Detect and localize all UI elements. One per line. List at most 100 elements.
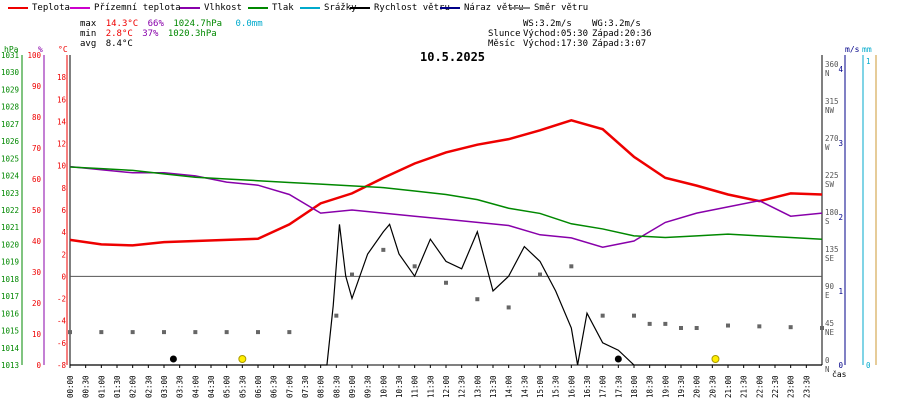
stat-min-label: min xyxy=(80,29,97,39)
legend-item: Rychlost větru xyxy=(350,3,450,15)
hpa-tick: 1020 xyxy=(1,240,20,249)
x-tick-label: 03:00 xyxy=(160,375,169,398)
hpa-tick: 1024 xyxy=(1,172,20,181)
legend-item: Srážky xyxy=(300,3,357,15)
stat-min-hum: 37% xyxy=(142,29,159,39)
legend-swatch xyxy=(180,6,200,9)
hpa-tick: 1019 xyxy=(1,258,19,267)
legend-label: Přízemní teplota xyxy=(94,3,181,13)
wind-direction-point xyxy=(788,325,793,330)
dir-tick: 360 xyxy=(825,60,839,69)
x-tick-label: 13:00 xyxy=(473,375,482,398)
x-tick-label: 16:00 xyxy=(567,375,576,398)
astro-sun-set: Západ:20:36 xyxy=(592,29,652,39)
x-tick-label: 09:30 xyxy=(364,375,373,398)
degc-tick: 10 xyxy=(57,162,67,171)
dir-tick-label: SW xyxy=(825,180,835,189)
hpa-tick: 1022 xyxy=(1,206,19,215)
dir-tick-label: NW xyxy=(825,106,835,115)
legend-label: Teplota xyxy=(32,3,70,13)
astro-wg: WG:3.2m/s xyxy=(592,19,641,29)
x-tick-label: 01:30 xyxy=(113,375,122,398)
dir-tick-label: W xyxy=(825,143,830,152)
dir-tick-label: N xyxy=(825,69,830,78)
ms-tick: 3 xyxy=(838,139,843,148)
pct-tick: 90 xyxy=(32,82,42,91)
wind-direction-point xyxy=(224,330,229,335)
legend-item: Tlak xyxy=(248,3,294,15)
wind-direction-point xyxy=(381,247,386,252)
wind-direction-point xyxy=(334,313,339,318)
degc-tick: -4 xyxy=(57,317,67,326)
hpa-tick: 1029 xyxy=(1,85,19,94)
dir-tick-label: E xyxy=(825,291,830,300)
x-tick-label: 13:30 xyxy=(489,375,498,398)
legend-swatch xyxy=(248,6,268,9)
legend-label: Rychlost větru xyxy=(374,3,450,13)
x-tick-label: 05:30 xyxy=(238,375,247,398)
stat-min-press: 1020.3hPa xyxy=(167,29,217,39)
legend-label: Srážky xyxy=(324,3,357,13)
x-tick-label: 22:00 xyxy=(755,375,764,398)
stat-avg-label: avg xyxy=(80,39,97,49)
wind-direction-point xyxy=(475,297,480,302)
hpa-tick: 1015 xyxy=(1,327,19,336)
stat-max-hum: 66% xyxy=(147,19,164,29)
x-tick-label: 05:00 xyxy=(223,375,232,398)
x-tick-label: 11:00 xyxy=(411,375,420,398)
wind-direction-point xyxy=(538,272,542,277)
x-tick-label: 00:00 xyxy=(66,375,75,398)
wind-direction-point xyxy=(99,330,104,335)
degc-tick: -8 xyxy=(57,361,67,370)
pct-axis-label: % xyxy=(38,45,43,54)
mm-tick: 0 xyxy=(866,361,871,370)
ms-tick: 4 xyxy=(838,65,843,74)
legend-swatch xyxy=(440,6,460,9)
x-tick-label: 10:30 xyxy=(395,375,404,398)
degc-axis-label: °C xyxy=(58,45,68,54)
degc-tick: -2 xyxy=(57,295,66,304)
hpa-axis-label: hPa xyxy=(4,45,19,54)
stat-max-press: 1024.7hPa xyxy=(173,19,223,29)
series-teplota xyxy=(69,119,823,247)
degc-tick: 4 xyxy=(61,228,66,237)
wind-direction-point xyxy=(647,321,652,326)
sun-set-marker xyxy=(711,355,720,363)
hpa-tick: 1030 xyxy=(1,68,20,77)
stat-min-row: min 2.8°C 37% 1020.3hPa xyxy=(80,29,217,39)
x-tick-label: 19:30 xyxy=(677,375,686,398)
x-tick-label: 14:00 xyxy=(505,375,514,398)
degc-tick: -6 xyxy=(57,339,67,348)
series-rychlost-větru xyxy=(70,223,822,366)
x-tick-label: 22:30 xyxy=(771,375,780,398)
x-tick-label: 15:00 xyxy=(536,375,545,398)
ms-tick: 0 xyxy=(838,361,843,370)
x-tick-label: 06:30 xyxy=(270,375,279,398)
ms-axis-label: m/s xyxy=(845,45,860,54)
wind-direction-point xyxy=(130,330,135,335)
wind-direction-point xyxy=(679,325,683,330)
x-tick-label: 20:00 xyxy=(693,375,702,398)
dir-tick: 270 xyxy=(825,134,839,143)
degc-tick: 14 xyxy=(57,117,67,126)
x-tick-label: 23:30 xyxy=(802,375,811,398)
x-tick-label: 04:00 xyxy=(191,375,200,398)
degc-tick: 0 xyxy=(61,272,66,281)
legend-swatch xyxy=(510,6,530,9)
legend-swatch xyxy=(8,6,28,9)
x-tick-label: 12:30 xyxy=(458,375,467,398)
stat-avg-row: avg 8.4°C xyxy=(80,39,133,49)
mm-tick: 1 xyxy=(866,57,871,66)
moon-rise-marker xyxy=(614,355,622,363)
degc-tick: 8 xyxy=(61,184,66,193)
x-tick-label: 15:30 xyxy=(552,375,561,398)
x-tick-label: 02:00 xyxy=(129,375,138,398)
astro-moon-label: Měsíc xyxy=(488,39,516,49)
x-tick-label: 14:30 xyxy=(520,375,529,398)
wind-direction-point xyxy=(287,330,292,335)
legend-label: Směr větru xyxy=(534,3,589,13)
wind-direction-point xyxy=(350,272,354,277)
hpa-tick: 1031 xyxy=(1,51,19,60)
dir-tick: 0 xyxy=(825,356,830,365)
